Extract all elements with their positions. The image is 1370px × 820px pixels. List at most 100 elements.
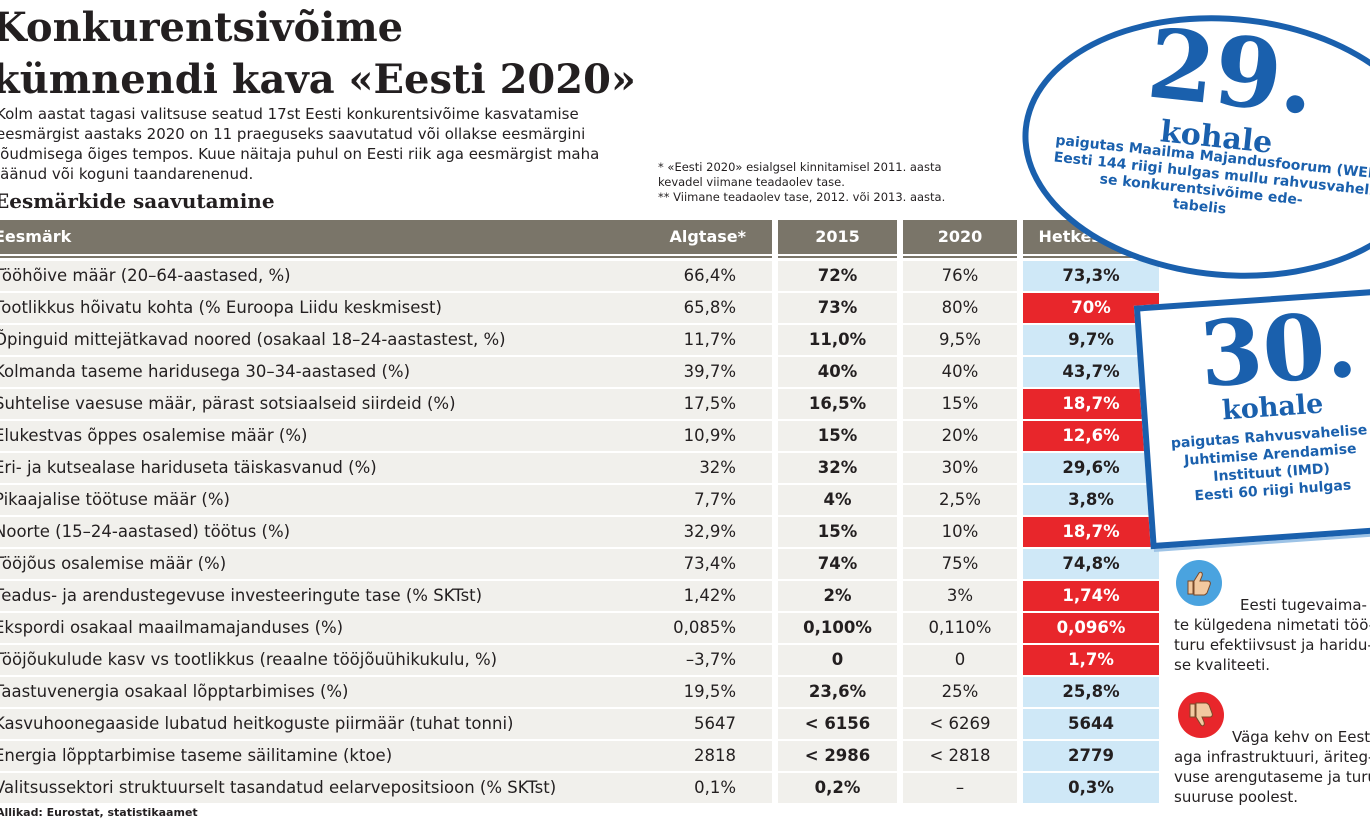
target-2015-cell: 2% — [778, 581, 897, 611]
imd-rank: 30. — [1196, 291, 1361, 409]
base-cell: 39,7% — [0, 357, 772, 387]
base-value: 1,42% — [683, 586, 736, 605]
base-value: –3,7% — [685, 650, 736, 669]
goal-name: Teadus- ja arendustegevuse investeeringu… — [0, 586, 483, 605]
intro-line: eesmärgist aastaks 2020 on 11 praeguseks… — [0, 125, 586, 143]
current-status-cell: 1,74% — [1023, 581, 1159, 611]
goal-cell: Valitsussektori struktuurselt tasandatud… — [0, 773, 772, 803]
target-2015-cell: < 6156 — [778, 709, 897, 739]
goal-cell: Suhtelise vaesuse määr, pärast sotsiaals… — [0, 389, 772, 419]
header-2015: 2015 — [778, 220, 897, 258]
base-value: 32% — [699, 458, 736, 477]
goal-name: Tööjõukulude kasv vs tootlikkus (reaalne… — [0, 650, 498, 669]
goal-cell: Ekspordi osakaal maailmamajanduses (%) — [0, 613, 772, 643]
strengths-line: se kvaliteeti. — [1174, 656, 1271, 674]
intro-text: Kolm aastat tagasi valitsuse seatud 17st… — [0, 104, 600, 184]
strengths-line: Eesti tugevaima- — [1240, 596, 1367, 614]
goal-cell: Tööjõukulude kasv vs tootlikkus (reaalne… — [0, 645, 772, 675]
target-2015-cell: 16,5% — [778, 389, 897, 419]
current-status-cell: 25,8% — [1023, 677, 1159, 707]
target-2015-cell: 73% — [778, 293, 897, 323]
thumbs-down-icon — [1178, 692, 1224, 738]
current-status-cell: 5644 — [1023, 709, 1159, 739]
intro-line: jäänud või koguni taandarenenud. — [0, 165, 254, 183]
current-status-cell: 12,6% — [1023, 421, 1159, 451]
table-row: Valitsussektori struktuurselt tasandatud… — [0, 773, 1160, 805]
goal-name: Õpinguid mittejätkavad noored (osakaal 1… — [0, 330, 506, 349]
goal-cell: Energia lõpptarbimise taseme säilitamine… — [0, 741, 772, 771]
base-value: 66,4% — [683, 266, 736, 285]
header-base: Algtase* — [669, 227, 746, 246]
table-row: Pikaajalise töötuse määr (%) 7,7% 4% 2,5% 3,… — [0, 485, 1160, 517]
base-cell: 10,9% — [0, 421, 772, 451]
target-2020-cell: 2,5% — [903, 485, 1017, 515]
table-row: Tööhõive määr (20–64-aastased, %) 66,4% 72… — [0, 261, 1160, 293]
current-status-cell: 18,7% — [1023, 517, 1159, 547]
target-2020-cell: 30% — [903, 453, 1017, 483]
imd-text: paigutas Rahvusvahelise Juhtimise Arenda… — [1164, 421, 1370, 507]
goal-name: Kolmanda taseme haridusega 30–34-aastase… — [0, 362, 411, 381]
table-header-goal-base: Eesmärk Algtase* — [0, 220, 772, 258]
title-line-2: kümnendi kava «Eesti 2020» — [0, 56, 636, 103]
target-2020-cell: 20% — [903, 421, 1017, 451]
table-row: Tööjõukulude kasv vs tootlikkus (reaalne… — [0, 645, 1160, 677]
goal-cell: Taastuvenergia osakaal lõpptarbimises (%… — [0, 677, 772, 707]
base-cell: 7,7% — [0, 485, 772, 515]
strengths-line: turu efektiivsust ja haridu- — [1174, 636, 1370, 654]
base-cell: 17,5% — [0, 389, 772, 419]
table-row: Eri- ja kutsealase hariduseta täiskasvan… — [0, 453, 1160, 485]
target-2015-cell: 74% — [778, 549, 897, 579]
target-2020-cell: 0,110% — [903, 613, 1017, 643]
current-status-cell: 73,3% — [1023, 261, 1159, 291]
base-value: 5647 — [694, 714, 736, 733]
base-cell: 5647 — [0, 709, 772, 739]
goal-name: Tootlikkus hõivatu kohta (% Euroopa Liid… — [0, 298, 442, 317]
target-2015-cell: 23,6% — [778, 677, 897, 707]
goal-name: Elukestvas õppes osalemise määr (%) — [0, 426, 308, 445]
base-cell: 66,4% — [0, 261, 772, 291]
goal-cell: Tööhõive määr (20–64-aastased, %) — [0, 261, 772, 291]
table-row: Taastuvenergia osakaal lõpptarbimises (%… — [0, 677, 1160, 709]
base-cell: 65,8% — [0, 293, 772, 323]
target-2015-cell: 0 — [778, 645, 897, 675]
table-row: Tootlikkus hõivatu kohta (% Euroopa Liid… — [0, 293, 1160, 325]
goal-cell: Elukestvas õppes osalemise määr (%) — [0, 421, 772, 451]
base-value: 0,1% — [694, 778, 736, 797]
base-value: 19,5% — [683, 682, 736, 701]
base-cell: 32,9% — [0, 517, 772, 547]
base-value: 10,9% — [683, 426, 736, 445]
table-row: Noorte (15–24-aastased) töötus (%) 32,9% 1… — [0, 517, 1160, 549]
weaknesses-line: vuse arengutaseme ja turu — [1174, 768, 1370, 786]
target-2015-cell: 15% — [778, 517, 897, 547]
goal-name: Energia lõpptarbimise taseme säilitamine… — [0, 746, 393, 765]
target-2015-cell: 0,2% — [778, 773, 897, 803]
goal-cell: Kolmanda taseme haridusega 30–34-aastase… — [0, 357, 772, 387]
current-status-cell: 18,7% — [1023, 389, 1159, 419]
target-2015-cell: 40% — [778, 357, 897, 387]
weaknesses-line: Väga kehv on Eesti — [1232, 728, 1370, 746]
target-2020-cell: 76% — [903, 261, 1017, 291]
current-status-cell: 1,7% — [1023, 645, 1159, 675]
base-cell: –3,7% — [0, 645, 772, 675]
title-line-1: Konkurentsivõime — [0, 4, 404, 51]
weaknesses-text: Väga kehv on Eesti aga infrastruktuuri, … — [1174, 727, 1370, 807]
goal-name: Eri- ja kutsealase hariduseta täiskasvan… — [0, 458, 377, 477]
base-value: 0,085% — [673, 618, 736, 637]
target-2020-cell: 75% — [903, 549, 1017, 579]
base-cell: 19,5% — [0, 677, 772, 707]
goal-cell: Noorte (15–24-aastased) töötus (%) — [0, 517, 772, 547]
goal-cell: Tööjõus osalemise määr (%) — [0, 549, 772, 579]
base-value: 11,7% — [683, 330, 736, 349]
table-row: Tööjõus osalemise määr (%) 73,4% 74% 75% 74,… — [0, 549, 1160, 581]
table-row: Õpinguid mittejätkavad noored (osakaal 1… — [0, 325, 1160, 357]
base-value: 32,9% — [683, 522, 736, 541]
intro-line: jõudmisega õiges tempos. Kuue näitaja pu… — [0, 145, 600, 163]
target-2015-cell: 0,100% — [778, 613, 897, 643]
current-status-cell: 74,8% — [1023, 549, 1159, 579]
target-2020-cell: – — [903, 773, 1017, 803]
target-2020-cell: < 6269 — [903, 709, 1017, 739]
base-cell: 0,085% — [0, 613, 772, 643]
target-2020-cell: 25% — [903, 677, 1017, 707]
table-row: Suhtelise vaesuse määr, pärast sotsiaals… — [0, 389, 1160, 421]
intro-line: Kolm aastat tagasi valitsuse seatud 17st… — [0, 105, 579, 123]
